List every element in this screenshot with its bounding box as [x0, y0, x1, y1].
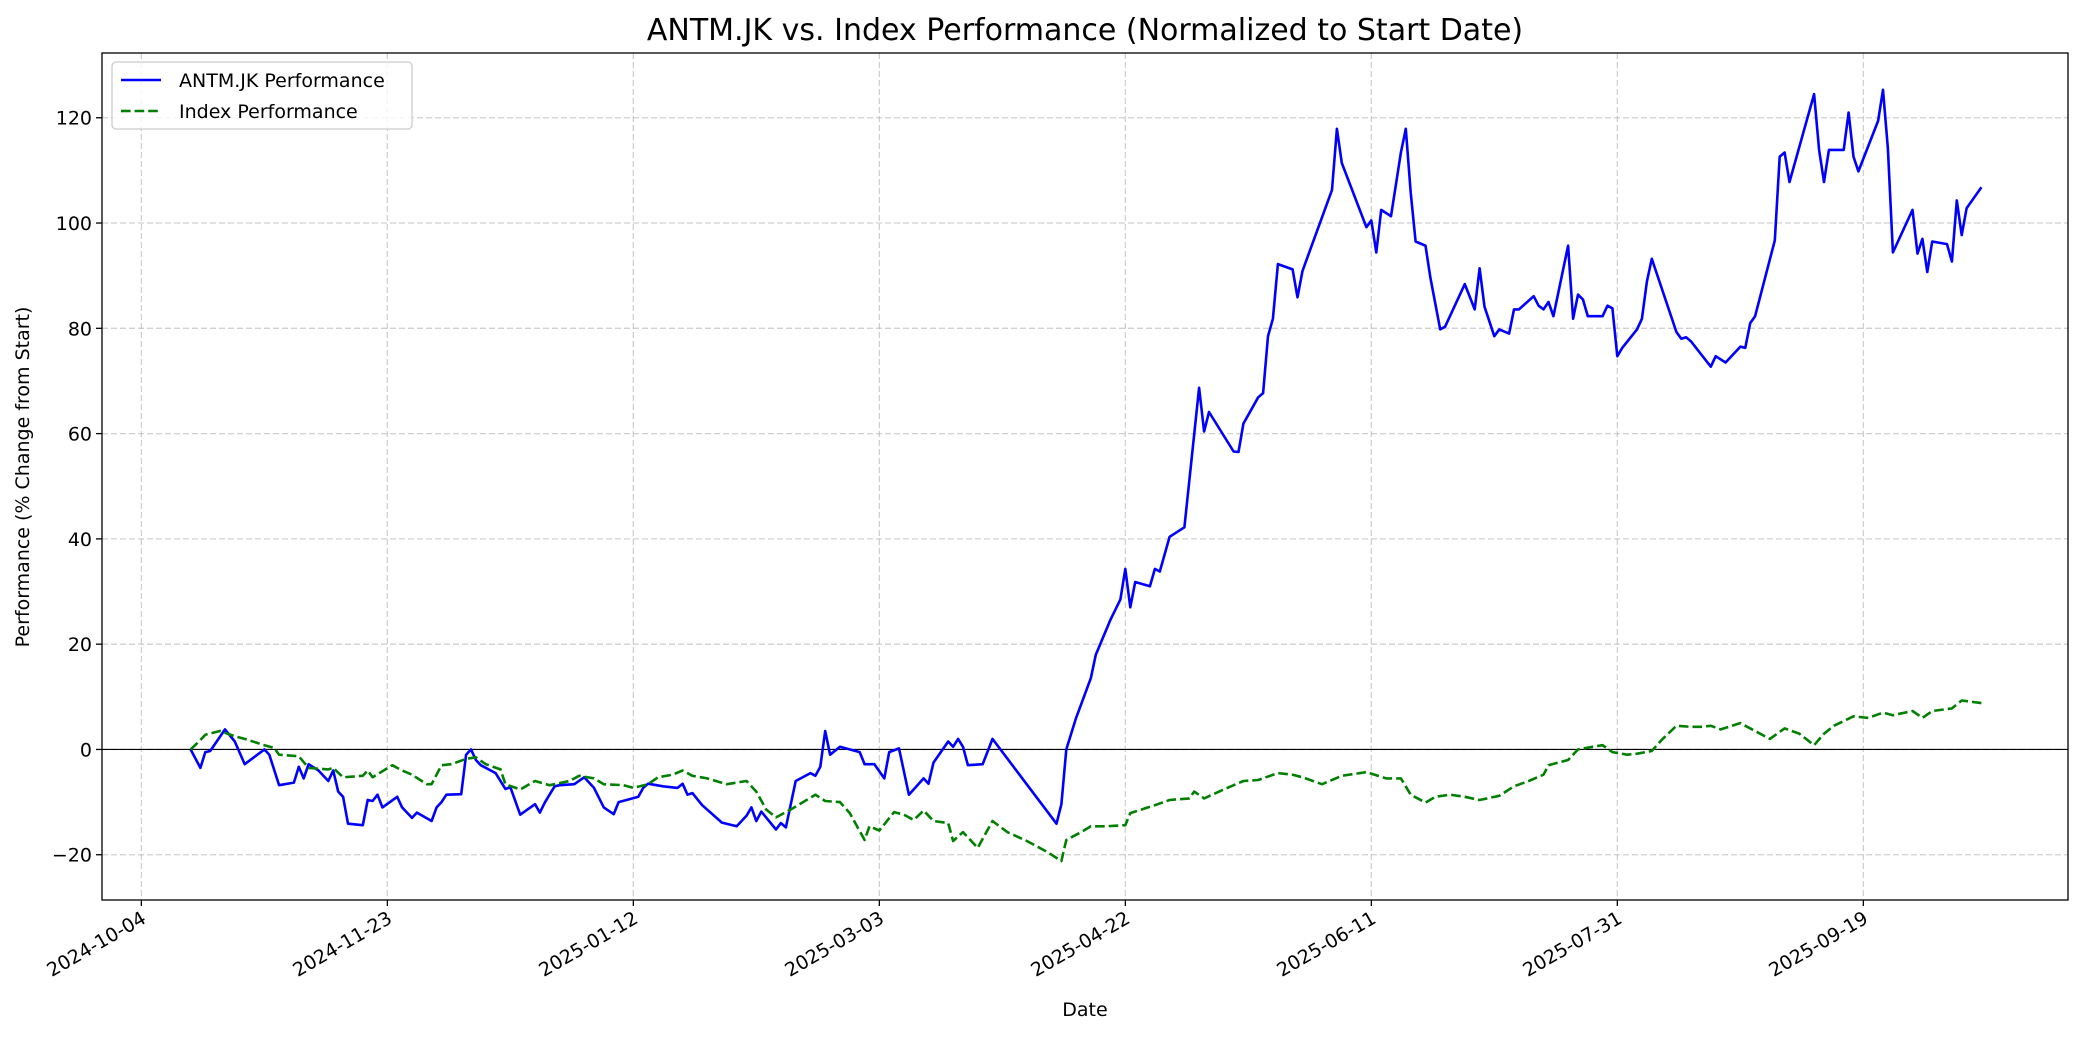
y-tick-label: −20	[52, 845, 92, 867]
y-tick-label: 20	[68, 634, 92, 656]
x-tick-label: 2025-01-12	[535, 907, 642, 981]
y-axis-label: Performance (% Change from Start)	[12, 307, 34, 648]
index-performance-line	[189, 699, 1982, 863]
grid-lines	[102, 53, 2068, 900]
y-tick-label: 80	[68, 318, 92, 340]
x-axis-label: Date	[1062, 999, 1107, 1021]
legend: ANTM.JK Performance Index Performance	[111, 61, 413, 130]
y-tick-label: 60	[68, 424, 92, 446]
x-tick-label: 2025-07-31	[1519, 907, 1626, 981]
legend-box	[111, 61, 413, 130]
plot-frame	[101, 52, 2069, 901]
series-lines	[189, 88, 1983, 863]
legend-label-antm: ANTM.JK Performance	[179, 70, 385, 92]
x-tick-label: 2024-11-23	[289, 907, 396, 981]
chart-title: ANTM.JK vs. Index Performance (Normalize…	[647, 13, 1523, 48]
y-axis-ticks: −20 0 20 40 60 80 100 120	[52, 108, 102, 867]
y-tick-label: 40	[68, 529, 92, 551]
x-tick-label: 2024-10-04	[43, 907, 150, 981]
x-tick-label: 2025-06-11	[1273, 907, 1380, 981]
x-tick-label: 2025-09-19	[1765, 907, 1872, 981]
x-tick-label: 2025-04-22	[1027, 907, 1134, 981]
y-tick-label: 120	[56, 108, 92, 130]
antm-performance-line	[189, 88, 1983, 831]
x-axis-ticks: 2024-10-04 2024-11-23 2025-01-12 2025-03-03…	[43, 900, 1872, 982]
y-tick-label: 0	[80, 739, 92, 761]
y-tick-label: 100	[56, 213, 92, 235]
x-tick-label: 2025-03-03	[781, 907, 888, 981]
legend-label-index: Index Performance	[179, 101, 358, 123]
